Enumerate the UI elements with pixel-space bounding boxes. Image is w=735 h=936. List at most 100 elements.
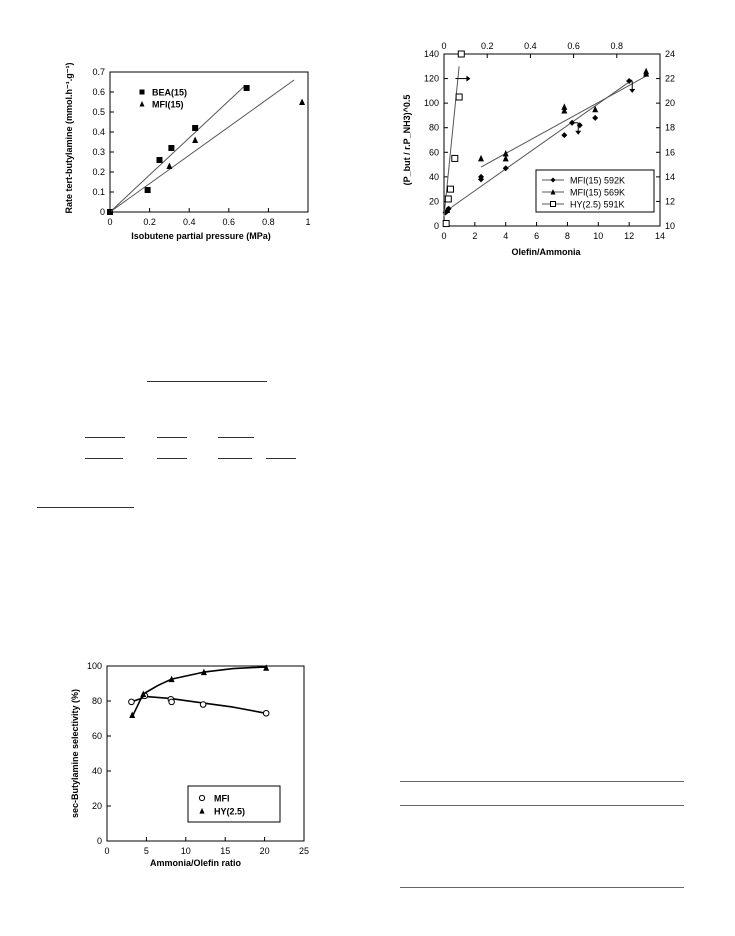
x-tick-label: 0.4 [183, 217, 196, 227]
data-point [502, 150, 509, 157]
y2-tick-label: 10 [665, 221, 675, 231]
data-point [168, 698, 175, 706]
y-tick-label: 40 [429, 172, 439, 182]
data-point [243, 85, 250, 91]
y-tick-label: 140 [424, 49, 439, 59]
text-rule [157, 458, 187, 459]
x-tick-label: 1 [305, 217, 310, 227]
figure-2: 0 2 4 6 8 10 12 14 0 20 40 60 80 100 120 140 0 0.2 0.4 0.6 0… [388, 22, 708, 268]
x-tick-label: 0 [104, 846, 109, 856]
text-rule [266, 458, 296, 459]
data-point [299, 98, 306, 105]
y2-tick-label: 24 [665, 49, 675, 59]
text-rule [85, 437, 125, 438]
x2-tick-label: 0.6 [567, 41, 580, 51]
legend-marker [139, 89, 145, 95]
x-tick-label: 8 [565, 231, 570, 241]
y-tick-label: 0 [434, 221, 439, 231]
y-axis-label: (P_but / r.P_NH3)^0.5 [402, 95, 412, 186]
legend-label: HY(2.5) [214, 807, 245, 817]
x-axis-label: Ammonia/Olefin ratio [150, 858, 242, 868]
data-point [478, 154, 485, 162]
fit-line [109, 79, 295, 213]
y-tick-label: 20 [429, 196, 439, 206]
table-rule-bottom [400, 887, 684, 888]
y2-tick-label: 22 [665, 74, 675, 84]
plot-frame [109, 71, 309, 213]
x-tick-label: 0.6 [223, 217, 236, 227]
figure-3-chart: 0 5 10 15 20 25 0 20 40 60 80 100 Ammonia/Olefin rat… [70, 661, 309, 868]
y-tick-label: 0.2 [92, 167, 105, 177]
y-tick-label: 0 [97, 836, 102, 846]
axis-arrowhead [629, 89, 636, 94]
legend-label: MFI(15) 592K [570, 176, 625, 186]
y-axis-label: sec-Butylamine selectivity (%) [70, 689, 80, 818]
legend-label: MFI [214, 794, 230, 804]
data-point [643, 67, 650, 75]
x2-tick-label: 0.8 [611, 41, 624, 51]
series-2 [442, 50, 465, 228]
y-axis-label: Rate tert-butylamine (mmol.h⁻¹.g⁻¹) [64, 62, 74, 213]
y-tick-label: 0.3 [92, 147, 105, 157]
series-mfi15 [107, 79, 306, 215]
y-tick-label: 80 [92, 696, 102, 706]
data-point [592, 114, 599, 121]
text-rule [218, 458, 252, 459]
series-hy25 [129, 664, 270, 718]
legend-box [187, 785, 281, 823]
y-tick-label: 80 [429, 123, 439, 133]
data-point [107, 208, 113, 215]
legend-label: MFI(15) 569K [570, 188, 625, 198]
series-mfi [128, 692, 270, 717]
y-tick-label: 0 [100, 207, 105, 217]
x-tick-label: 10 [593, 231, 603, 241]
data-point [199, 701, 207, 708]
data-point [200, 668, 207, 676]
y-tick-label: 100 [87, 661, 102, 671]
data-point [129, 711, 136, 718]
x2-tick-label: 0.4 [524, 41, 537, 51]
data-point [263, 664, 270, 671]
fit-line [443, 66, 460, 217]
data-point [442, 220, 450, 228]
x-tick-label: 12 [624, 231, 634, 241]
data-point [455, 93, 463, 101]
y2-tick-label: 12 [665, 196, 675, 206]
data-point [502, 154, 509, 162]
y2-tick-label: 18 [665, 123, 675, 133]
legend-marker [550, 201, 556, 207]
x2-tick-label: 0.2 [481, 41, 494, 51]
trend-curve [131, 695, 267, 715]
legend-label: MFI(15) [152, 100, 184, 110]
x-tick-label: 10 [181, 846, 191, 856]
y-tick-label: 0.4 [92, 127, 105, 137]
data-point [561, 107, 568, 114]
axis-arrowhead [575, 130, 582, 135]
y-tick-label: 0.6 [92, 87, 105, 97]
y-tick-label: 40 [92, 766, 102, 776]
x-tick-label: 25 [299, 846, 309, 856]
data-point [569, 119, 576, 126]
y2-tick-label: 14 [665, 172, 675, 182]
fit-line [109, 85, 245, 213]
x-tick-label: 0.2 [143, 217, 156, 227]
x-tick-label: 4 [503, 231, 508, 241]
fit-line [443, 79, 633, 213]
table-rule-top [400, 781, 684, 782]
data-point [144, 187, 151, 193]
text-rule [157, 437, 187, 438]
data-point [192, 125, 199, 131]
plot-frame [443, 53, 661, 227]
y-tick-label: 120 [424, 74, 439, 84]
x2-tick-label: 0 [441, 41, 446, 51]
text-rule [37, 507, 134, 508]
legend-marker [139, 101, 145, 107]
data-point [478, 173, 485, 180]
y-tick-label: 60 [429, 147, 439, 157]
plot-frame [106, 665, 305, 842]
x-tick-label: 20 [260, 846, 270, 856]
x-tick-label: 0 [107, 217, 112, 227]
series-1 [444, 67, 650, 214]
y-tick-label: 100 [424, 98, 439, 108]
data-point [168, 145, 175, 151]
